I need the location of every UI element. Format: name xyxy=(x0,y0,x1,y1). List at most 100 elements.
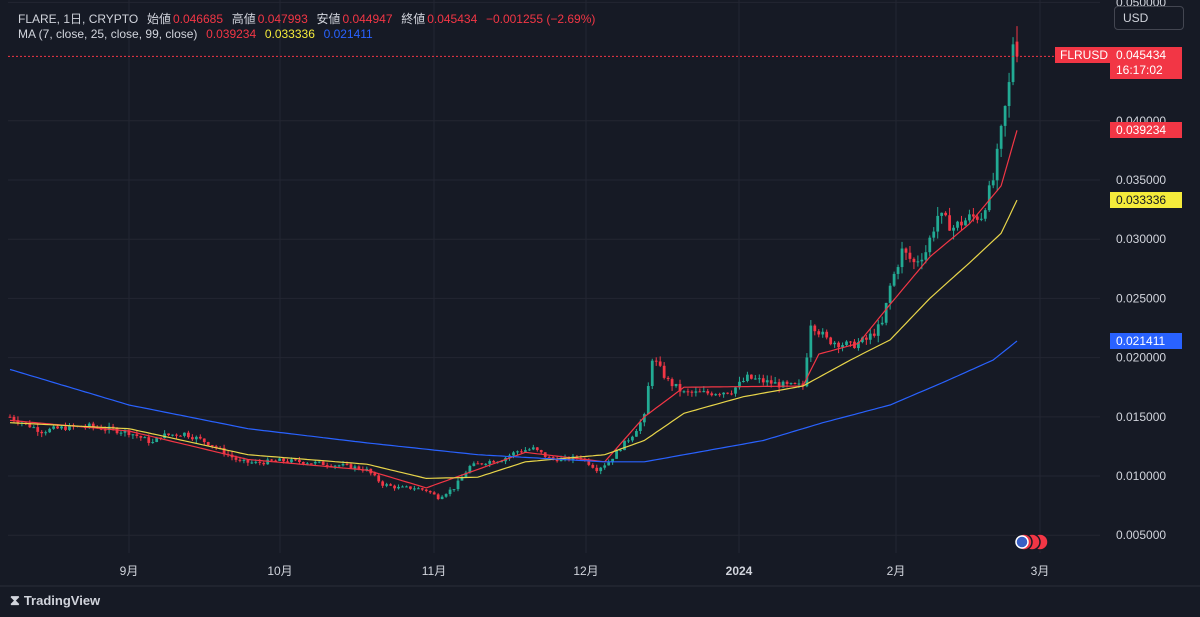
candle-body xyxy=(516,451,519,453)
symbol-price-tag: FLRUSD xyxy=(1055,47,1114,64)
ma-legend[interactable]: MA (7, close, 25, close, 99, close) 0.03… xyxy=(18,27,375,41)
candle-body xyxy=(857,342,860,349)
candle-body xyxy=(48,428,52,433)
candle-body xyxy=(983,210,987,219)
candle-body xyxy=(40,431,44,434)
ma-label: MA (7, close, 25, close, 99, close) xyxy=(18,27,198,41)
candle-body xyxy=(722,392,726,395)
candle-body xyxy=(298,459,301,463)
ma-line-ma25 xyxy=(9,199,1018,480)
candle-body xyxy=(147,437,151,443)
candle-body xyxy=(920,259,924,262)
x-tick-label: 10月 xyxy=(267,564,292,578)
candle-body xyxy=(781,381,785,388)
candle-body xyxy=(250,462,254,464)
candle-body xyxy=(278,458,281,461)
candle-body xyxy=(777,382,781,388)
candle-body xyxy=(944,212,948,216)
candle-body xyxy=(1003,105,1007,126)
candle-body xyxy=(472,463,476,466)
candle-body xyxy=(686,391,690,393)
candle-body xyxy=(611,458,614,463)
candle-body xyxy=(535,447,539,451)
candle-body xyxy=(734,387,737,394)
candle-body xyxy=(912,258,916,263)
candle-body xyxy=(888,285,892,303)
ma99-value: 0.021411 xyxy=(323,27,373,41)
candle-body xyxy=(373,473,377,476)
tradingview-logo[interactable]: ⧗ TradingView xyxy=(10,592,100,609)
candle-body xyxy=(738,381,741,388)
candle-body xyxy=(845,341,848,346)
candle-body xyxy=(539,450,543,453)
ma-line-ma7 xyxy=(9,130,1018,489)
candle-body xyxy=(809,325,813,358)
candle-body xyxy=(837,342,840,348)
candle-body xyxy=(761,378,765,383)
current-price-tag: 0.045434 16:17:02 xyxy=(1110,47,1182,80)
candle-body xyxy=(214,446,218,448)
ohlc-legend: FLARE, 1日, CRYPTO 始値 0.046685 高値 0.047993 … xyxy=(18,10,597,27)
candle-body xyxy=(488,461,492,464)
candle-body xyxy=(254,461,258,463)
candle-body xyxy=(210,445,214,447)
candle-body xyxy=(817,331,821,335)
open-value: 0.046685 xyxy=(172,12,224,26)
candle-body xyxy=(337,465,341,467)
candle-body xyxy=(682,391,686,393)
candle-body xyxy=(317,461,321,463)
candle-body xyxy=(163,433,167,439)
candle-body xyxy=(1015,41,1019,57)
candle-body xyxy=(591,464,595,468)
candle-body xyxy=(706,391,710,394)
candle-body xyxy=(405,486,408,488)
currency-button[interactable]: USD xyxy=(1114,6,1184,30)
y-tick-label: 0.020000 xyxy=(1116,351,1166,365)
candle-body xyxy=(115,428,119,434)
candle-body xyxy=(749,374,753,379)
candle-body xyxy=(654,360,658,362)
candle-body xyxy=(238,459,242,461)
candle-body xyxy=(805,357,809,387)
x-tick-label: 2月 xyxy=(887,564,906,578)
candle-body xyxy=(916,261,920,263)
candle-body xyxy=(313,461,317,464)
candle-body xyxy=(928,237,932,253)
candle-body xyxy=(880,322,884,325)
candle-body xyxy=(401,486,404,488)
candle-body xyxy=(860,337,864,343)
candle-body xyxy=(864,337,868,340)
candle-body xyxy=(599,467,603,472)
candle-body xyxy=(103,429,107,431)
candle-body xyxy=(623,440,626,451)
candle-body xyxy=(829,337,833,345)
candle-body xyxy=(119,432,123,434)
candle-body xyxy=(547,456,551,458)
candle-body xyxy=(309,463,313,465)
candle-body xyxy=(765,380,769,383)
candle-body xyxy=(266,459,270,465)
candle-body xyxy=(587,459,591,465)
y-tick-label: 0.030000 xyxy=(1116,232,1166,246)
candle-body xyxy=(952,227,955,231)
candle-body xyxy=(484,463,488,465)
candle-body xyxy=(456,480,460,490)
candle-body xyxy=(849,341,852,343)
candle-body xyxy=(999,125,1003,149)
close-label: 終値 xyxy=(401,12,426,26)
candle-body xyxy=(650,360,654,387)
candle-body xyxy=(979,218,983,220)
candle-body xyxy=(8,416,12,418)
candle-body xyxy=(131,434,135,436)
candle-body xyxy=(674,383,678,387)
candle-body xyxy=(357,466,361,470)
low-label: 安値 xyxy=(316,12,341,26)
candle-body xyxy=(420,488,424,490)
candle-body xyxy=(52,426,55,429)
candle-body xyxy=(987,185,991,211)
candle-body xyxy=(615,450,618,459)
candle-body xyxy=(194,436,198,440)
candle-body xyxy=(60,426,63,429)
